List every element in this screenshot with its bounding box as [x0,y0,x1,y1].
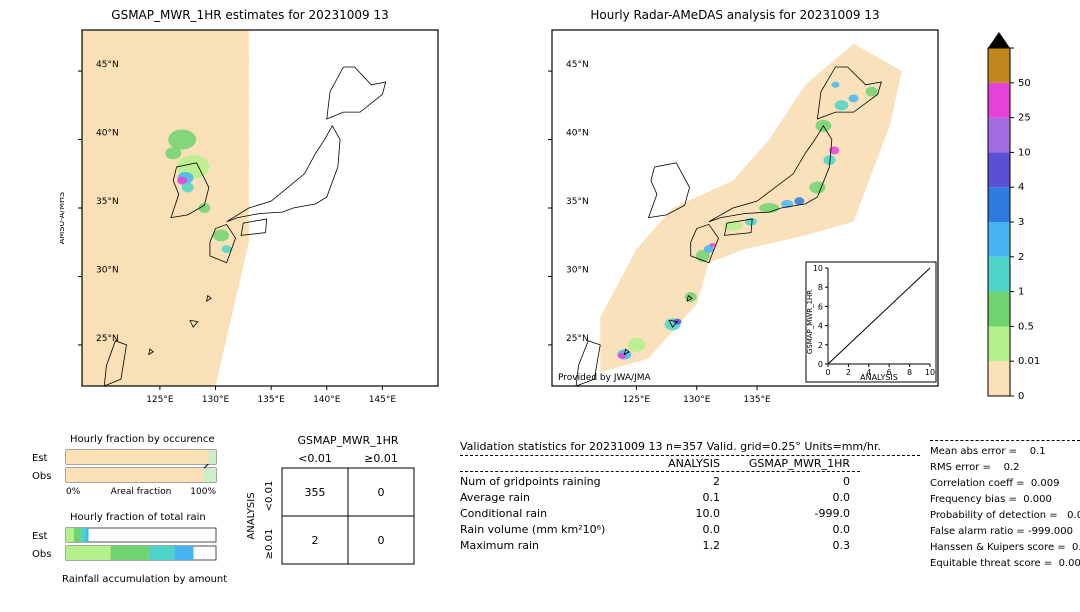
validation-row: Rain volume (mm km²10⁶)0.00.0 [460,523,920,536]
hourly-total: Est Obs [30,524,230,574]
stat-line: RMS error = 0.2 [930,460,1080,476]
svg-text:35°N: 35°N [96,197,119,207]
hf-occ-title: Hourly fraction by occurence [70,434,214,445]
svg-text:135°E: 135°E [743,395,771,405]
svg-text:135°E: 135°E [257,395,285,405]
contingency-table: GSMAP_MWR_1HR <0.01 ≥0.01 ANALYSIS <0.01 ≥0.0… [242,432,442,587]
svg-text:Areal fraction: Areal fraction [111,487,172,496]
validation-row: Conditional rain10.0-999.0 [460,507,920,520]
stat-line: Probability of detection = 0.000 [930,508,1080,524]
svg-text:25°N: 25°N [566,334,589,344]
right-map-title: Hourly Radar-AMeDAS analysis for 2023100… [530,8,940,22]
svg-text:3: 3 [1018,217,1024,228]
svg-text:0.01: 0.01 [1018,356,1040,367]
statistics-block: Mean abs error = 0.1RMS error = 0.2Corre… [930,440,1080,572]
colorbar: 0 0.01 0.5 1 2 3 4 10 25 50 [980,28,1070,408]
svg-text:2: 2 [846,368,851,377]
svg-text:0%: 0% [66,487,81,496]
validation-row: Num of gridpoints raining20 [460,475,920,488]
svg-text:GSMAP_MWR_1HR: GSMAP_MWR_1HR [297,434,398,447]
svg-text:25°N: 25°N [96,334,119,344]
svg-text:0: 0 [1018,391,1024,402]
svg-text:4: 4 [818,322,823,331]
svg-text:45°N: 45°N [96,60,119,70]
svg-text:130°E: 130°E [683,395,711,405]
svg-text:2: 2 [312,534,319,547]
svg-text:AMSU-A/MHS: AMSU-A/MHS [60,192,66,244]
svg-text:ANALYSIS: ANALYSIS [246,492,257,539]
svg-text:45°N: 45°N [566,60,589,70]
val-col2: GSMAP_MWR_1HR [720,457,850,470]
svg-text:0: 0 [378,534,385,547]
svg-text:Obs: Obs [32,471,51,482]
svg-text:2: 2 [818,341,823,350]
svg-text:25: 25 [1018,113,1031,124]
left-map: 125°E 130°E 135°E 140°E 145°E 25°N 30°N 35°N 40°… [60,28,440,408]
svg-text:1: 1 [1018,287,1024,298]
hf-footer: Rainfall accumulation by amount [62,574,227,585]
svg-text:30°N: 30°N [96,265,119,275]
svg-text:125°E: 125°E [623,395,651,405]
svg-text:8: 8 [907,368,912,377]
stat-line: Hanssen & Kuipers score = 0.000 [930,540,1080,556]
stat-line: False alarm ratio = -999.000 [930,524,1080,540]
svg-text:10: 10 [1018,147,1031,158]
stat-line: Equitable threat score = 0.000 [930,556,1080,572]
svg-text:6: 6 [818,302,823,311]
svg-text:0.5: 0.5 [1018,321,1034,332]
svg-text:100%: 100% [190,487,216,496]
left-map-title: GSMAP_MWR_1HR estimates for 20231009 13 [60,8,440,22]
stat-line: Frequency bias = 0.000 [930,492,1080,508]
svg-text:10: 10 [925,368,935,377]
svg-text:≥0.01: ≥0.01 [364,452,398,465]
svg-text:GSMAP_MWR_1HR: GSMAP_MWR_1HR [806,290,814,354]
val-col1: ANALYSIS [640,457,720,470]
svg-text:40°N: 40°N [566,129,589,139]
svg-text:Est: Est [32,453,48,464]
svg-text:<0.01: <0.01 [264,481,275,512]
svg-text:2: 2 [1018,252,1024,263]
validation-rows: Num of gridpoints raining20 Average rain0… [460,475,920,552]
validation-row: Maximum rain1.20.3 [460,539,920,552]
svg-text:0: 0 [378,486,385,499]
validation-row: Average rain0.10.0 [460,491,920,504]
svg-text:ANALYSIS: ANALYSIS [860,373,898,382]
svg-text:35°N: 35°N [566,197,589,207]
svg-text:Provided by JWA/JMA: Provided by JWA/JMA [558,373,651,383]
svg-text:125°E: 125°E [146,395,174,405]
validation-header: Validation statistics for 20231009 13 n=… [460,440,920,453]
svg-text:8: 8 [818,283,823,292]
stat-line: Mean abs error = 0.1 [930,444,1080,460]
svg-text:50: 50 [1018,78,1031,89]
svg-text:140°E: 140°E [313,395,341,405]
hf-total-title: Hourly fraction of total rain [70,512,206,523]
svg-text:40°N: 40°N [96,129,119,139]
svg-text:355: 355 [305,486,326,499]
svg-text:0: 0 [818,360,823,369]
svg-text:≥0.01: ≥0.01 [264,529,275,560]
right-map: 125°E 130°E 135°E 25°N 30°N 35°N 40°N 45°N Provi… [530,28,940,408]
svg-text:Est: Est [32,531,48,542]
stat-lines: Mean abs error = 0.1RMS error = 0.2Corre… [930,444,1080,572]
svg-text:4: 4 [1018,182,1024,193]
svg-text:145°E: 145°E [369,395,397,405]
svg-text:30°N: 30°N [566,265,589,275]
svg-text:0: 0 [825,368,830,377]
svg-text:10: 10 [813,264,823,273]
svg-text:Obs: Obs [32,549,51,560]
svg-text:<0.01: <0.01 [298,452,332,465]
stat-line: Correlation coeff = 0.009 [930,476,1080,492]
svg-text:130°E: 130°E [202,395,230,405]
hourly-occurrence: Est Obs 0% Areal fraction 100% [30,446,230,496]
